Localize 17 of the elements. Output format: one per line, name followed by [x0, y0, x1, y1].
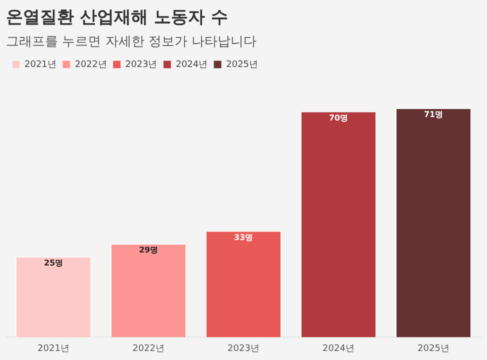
- x-tick-label: 2025년: [418, 344, 450, 354]
- data-label: 33명: [234, 232, 254, 242]
- legend-label: 2022년: [74, 60, 107, 70]
- chart-subtitle: 그래프를 누르면 자세한 정보가 나타납니다: [6, 34, 257, 50]
- legend-label: 2021년: [24, 60, 56, 70]
- data-label: 71명: [424, 110, 444, 120]
- x-tick-label: 2023년: [228, 344, 260, 354]
- data-label: 29명: [138, 246, 158, 255]
- legend-label: 2023년: [125, 60, 158, 70]
- x-tick-label: 2021년: [38, 344, 70, 354]
- legend-label: 2024년: [176, 60, 208, 70]
- chart-title: 온열질환 산업재해 노동자 수: [6, 8, 228, 28]
- x-tick-label: 2024년: [322, 344, 354, 354]
- x-tick-label: 2022년: [132, 344, 164, 354]
- data-label: 25명: [44, 258, 64, 268]
- data-label: 70명: [328, 113, 348, 122]
- legend-label: 2025년: [226, 60, 258, 70]
